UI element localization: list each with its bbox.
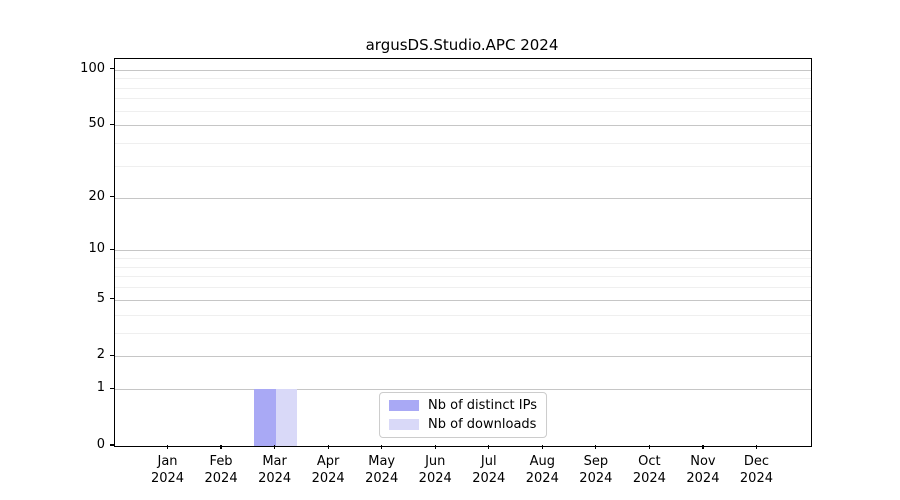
legend-item-downloads: Nb of downloads (389, 417, 537, 432)
gridline-minor (115, 87, 811, 89)
y-tick-mark (110, 444, 114, 446)
x-tick-label: Nov 2024 (686, 454, 720, 486)
gridline-minor (115, 287, 811, 289)
x-tick-mark (434, 445, 436, 449)
x-tick-mark (541, 445, 543, 449)
x-tick-label: Feb 2024 (204, 454, 238, 486)
chart-title: argusDS.Studio.APC 2024 (365, 36, 559, 54)
x-tick-label: Jul 2024 (472, 454, 506, 486)
x-tick-mark (755, 445, 758, 449)
y-tick-mark (110, 298, 114, 300)
x-tick-mark (220, 445, 222, 449)
x-tick-label: Oct 2024 (632, 454, 666, 486)
legend-label-downloads: Nb of downloads (428, 417, 537, 432)
y-tick-label: 0 (96, 437, 105, 452)
y-tick-label: 10 (88, 241, 105, 257)
y-tick-mark (110, 67, 114, 70)
gridline-major (115, 250, 811, 252)
gridline-major (115, 197, 811, 199)
gridline-major (115, 69, 811, 71)
x-tick-label: Aug 2024 (525, 454, 559, 486)
legend-swatch-distinct-ips (389, 400, 420, 411)
y-tick-label: 50 (88, 116, 105, 132)
y-tick-mark (110, 248, 114, 250)
gridline-minor (115, 143, 811, 145)
x-tick-mark (488, 445, 490, 449)
legend: Nb of distinct IPs Nb of downloads (379, 392, 547, 438)
x-tick-label: May 2024 (365, 454, 399, 486)
x-tick-label: Sep 2024 (579, 454, 613, 486)
y-tick-mark (110, 123, 114, 125)
bar-distinct-ips (254, 389, 276, 446)
gridline-minor (115, 276, 811, 278)
gridline-minor (115, 314, 811, 316)
y-tick-label: 5 (96, 290, 105, 306)
gridline-major (115, 356, 811, 358)
gridline-minor (115, 258, 811, 260)
x-tick-mark (327, 445, 329, 449)
x-tick-mark (702, 445, 704, 449)
gridline-major (115, 125, 811, 127)
gridline-major (115, 389, 811, 391)
gridline-major (115, 299, 811, 301)
x-tick-label: Mar 2024 (258, 454, 292, 486)
plot-area: Nb of distinct IPs Nb of downloads (114, 58, 812, 447)
legend-label-distinct-ips: Nb of distinct IPs (428, 398, 537, 413)
gridline-minor (115, 98, 811, 100)
x-tick-mark (274, 445, 276, 449)
x-tick-mark (648, 445, 650, 449)
x-tick-label: Apr 2024 (311, 454, 345, 486)
gridline-minor (115, 266, 811, 268)
legend-item-distinct-ips: Nb of distinct IPs (389, 398, 537, 413)
x-tick-mark (381, 445, 383, 449)
legend-swatch-downloads (389, 419, 420, 430)
x-tick-mark (595, 445, 597, 449)
x-tick-label: Jun 2024 (418, 454, 452, 486)
gridline-minor (115, 165, 811, 167)
gridline-minor (115, 332, 811, 334)
x-tick-mark (166, 445, 169, 449)
x-tick-label: Dec 2024 (739, 454, 773, 486)
gridline-minor (115, 110, 811, 112)
x-tick-label: Jan 2024 (150, 454, 185, 486)
y-tick-label: 1 (96, 380, 105, 396)
bar-downloads (275, 389, 298, 446)
y-tick-label: 20 (88, 188, 105, 204)
y-tick-label: 2 (96, 347, 105, 363)
y-tick-mark (110, 387, 114, 390)
y-tick-mark (110, 196, 114, 198)
gridline-minor (115, 78, 811, 80)
y-tick-mark (110, 354, 114, 356)
y-tick-label: 100 (80, 60, 105, 76)
